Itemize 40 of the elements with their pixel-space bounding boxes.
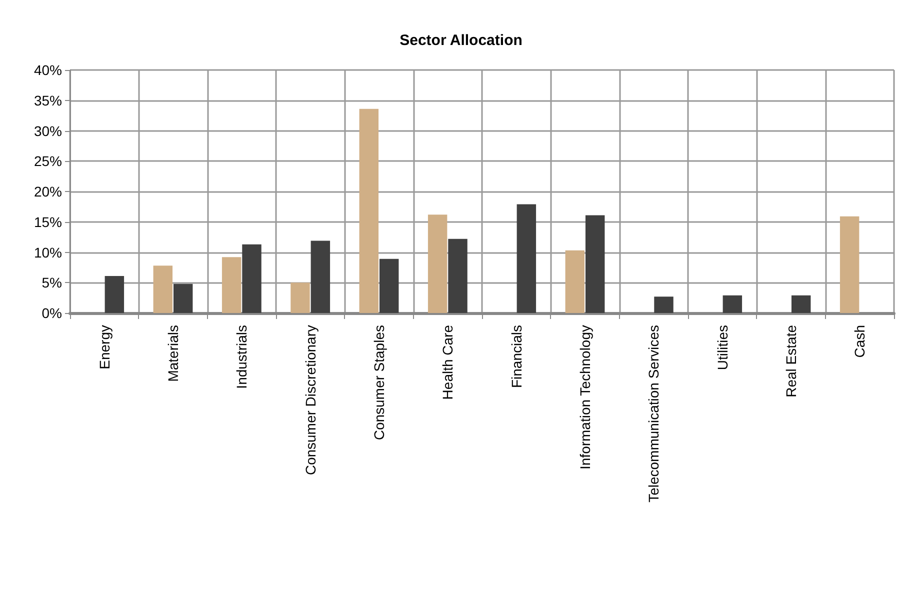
y-tick-label: 20%	[34, 184, 62, 200]
x-tick-label: Materials	[165, 325, 181, 382]
x-tick-label: Industrials	[234, 325, 250, 389]
bar	[654, 296, 674, 313]
x-tick-label: Consumer Discretionary	[302, 325, 318, 476]
bar	[153, 266, 173, 313]
bar	[585, 215, 605, 313]
y-tick-label: 10%	[34, 244, 62, 260]
bar	[104, 276, 124, 313]
x-tick-label: Telecommunication Services	[646, 325, 662, 502]
x-tick-label: Financials	[508, 325, 524, 388]
y-tick-label: 25%	[34, 153, 62, 170]
x-tick-label: Cash	[852, 325, 868, 358]
x-tick-label: Consumer Staples	[371, 325, 387, 440]
y-tick-label: 30%	[34, 122, 62, 139]
y-tick-label: 5%	[42, 274, 62, 291]
x-tick-label: Information Technology	[577, 325, 593, 470]
y-tick-label: 35%	[34, 92, 62, 108]
bar	[565, 250, 585, 313]
bar	[516, 204, 536, 313]
bar	[791, 295, 811, 313]
bar	[840, 216, 860, 313]
bar	[448, 238, 468, 313]
chart-title: Sector Allocation	[400, 32, 522, 49]
x-tick-label: Energy	[96, 325, 112, 370]
bar	[222, 257, 242, 313]
bar	[290, 282, 310, 313]
bar	[722, 295, 742, 313]
bar	[242, 244, 262, 313]
y-tick-label: 0%	[42, 305, 62, 321]
bar	[379, 258, 399, 313]
bar	[359, 108, 379, 313]
bar	[310, 240, 330, 313]
y-tick-label: 15%	[34, 214, 62, 230]
bar	[173, 284, 193, 313]
y-tick-label: 40%	[34, 62, 62, 78]
x-tick-label: Health Care	[440, 324, 456, 400]
x-tick-label: Utilities	[714, 325, 730, 370]
x-tick-label: Real Estate	[783, 324, 799, 398]
bar	[428, 214, 448, 313]
